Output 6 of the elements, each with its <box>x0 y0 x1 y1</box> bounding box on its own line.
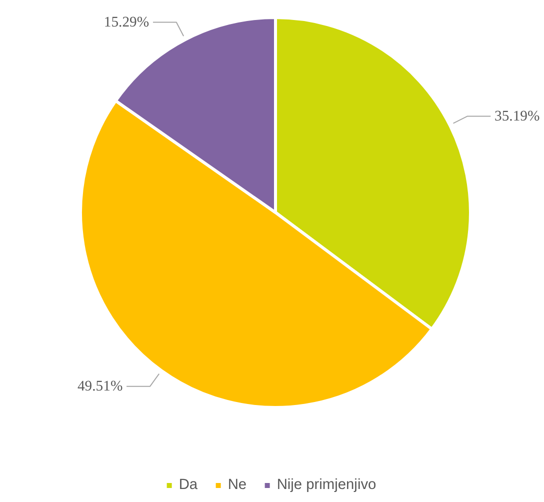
data-label: 35.19% <box>494 108 540 124</box>
data-label: 49.51% <box>77 378 123 394</box>
legend-label: Nije primjenjivo <box>276 477 376 493</box>
legend-label: Ne <box>228 477 248 493</box>
legend-label: Da <box>178 477 199 493</box>
data-label: 15.29% <box>104 14 150 30</box>
